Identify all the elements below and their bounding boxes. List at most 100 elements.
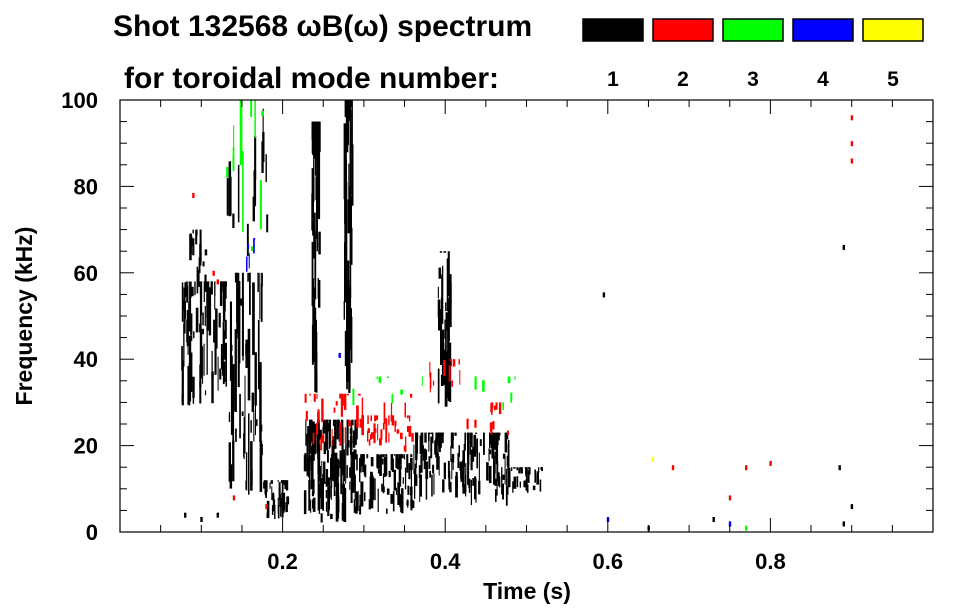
spectral-mark xyxy=(281,480,284,493)
spectral-mark xyxy=(386,488,390,495)
spectral-mark xyxy=(346,419,348,424)
spectral-point xyxy=(850,141,854,147)
spectral-mark xyxy=(384,466,387,477)
spectral-mark xyxy=(474,376,477,390)
spectral-mark xyxy=(483,432,485,455)
spectral-mark xyxy=(353,455,355,473)
chart-title-line2: for toroidal mode number: xyxy=(124,62,499,95)
spectral-mark xyxy=(470,449,473,471)
spectral-mark xyxy=(281,503,284,518)
spectral-mark xyxy=(314,319,317,392)
spectral-mark xyxy=(433,473,435,495)
spectral-mark xyxy=(280,501,282,517)
spectral-mark xyxy=(203,343,205,376)
legend-label-3: 3 xyxy=(747,68,759,91)
spectral-mark xyxy=(516,476,519,488)
axes: 0 20 40 60 80 100 0.2 0.4 0.6 0.8 xyxy=(61,88,934,574)
spectral-mark xyxy=(440,317,442,361)
spectral-mark xyxy=(391,393,394,404)
spectral-mark xyxy=(436,452,439,470)
spectral-mark xyxy=(206,327,208,375)
spectral-mark xyxy=(259,272,261,320)
spectral-mark xyxy=(349,222,352,298)
spectral-mark xyxy=(259,362,262,443)
spectral-mark xyxy=(224,281,226,297)
spectral-mark xyxy=(248,253,250,269)
spectral-mark xyxy=(457,453,460,469)
spectral-mark xyxy=(467,449,470,459)
spectral-mark xyxy=(406,500,409,506)
spectral-point xyxy=(850,158,854,164)
spectral-mark xyxy=(408,463,411,480)
spectral-mark xyxy=(505,486,508,506)
spectral-mark xyxy=(201,328,204,335)
spectral-mark xyxy=(349,435,353,455)
spectral-mark xyxy=(344,427,346,444)
spectral-mark xyxy=(478,452,480,481)
spectral-mark xyxy=(460,462,464,482)
spectral-mark xyxy=(367,431,369,442)
spectral-mark xyxy=(534,469,536,483)
spectral-mark xyxy=(229,301,232,381)
spectral-mark xyxy=(438,267,442,279)
spectral-mark xyxy=(348,419,351,427)
spectral-mark xyxy=(313,127,315,202)
spectral-mark xyxy=(448,365,451,382)
spectral-mark xyxy=(391,415,395,426)
spectral-mark xyxy=(374,415,377,422)
spectral-mark xyxy=(407,485,410,495)
spectral-mark xyxy=(327,450,329,463)
spectral-mark xyxy=(514,376,516,380)
spectral-mark xyxy=(221,281,223,303)
spectral-mark xyxy=(312,499,314,509)
spectral-mark xyxy=(429,470,431,478)
spectral-mark xyxy=(314,307,317,329)
spectral-mark xyxy=(428,434,430,452)
spectral-mark xyxy=(429,372,432,389)
spectral-mark xyxy=(303,454,307,472)
spectral-mark xyxy=(346,292,349,382)
spectral-mark xyxy=(519,467,522,470)
spectral-mark xyxy=(222,366,225,385)
spectral-mark xyxy=(338,419,340,442)
spectral-mark xyxy=(450,445,452,462)
spectral-mark xyxy=(192,229,194,234)
spectral-mark xyxy=(400,466,402,487)
spectral-mark xyxy=(439,432,442,448)
spectral-mark xyxy=(194,281,196,296)
spectral-point xyxy=(728,521,732,527)
spectral-mark xyxy=(257,319,260,390)
spectral-mark xyxy=(312,278,315,298)
spectral-mark xyxy=(195,229,198,245)
spectral-mark xyxy=(200,245,202,262)
spectral-mark xyxy=(430,436,433,459)
spectral-mark xyxy=(239,298,243,306)
spectral-mark xyxy=(445,329,447,372)
spectral-mark xyxy=(492,421,495,430)
spectral-point xyxy=(842,521,845,527)
spectral-mark xyxy=(419,474,422,497)
spectral-mark xyxy=(335,490,339,522)
spectral-mark xyxy=(377,488,379,512)
legend-swatch-3 xyxy=(722,18,784,42)
spectral-mark xyxy=(442,479,445,493)
spectral-mark xyxy=(452,359,456,367)
spectral-mark xyxy=(230,344,233,351)
spectral-mark xyxy=(232,154,234,170)
spectral-mark xyxy=(313,121,316,153)
spectral-mark xyxy=(475,432,477,435)
spectral-mark xyxy=(352,419,354,426)
spectral-mark xyxy=(445,302,447,312)
y-tick-label: 0 xyxy=(86,520,98,545)
spectral-mark xyxy=(341,503,343,521)
spectral-mark xyxy=(370,415,372,421)
spectral-mark xyxy=(346,393,350,396)
spectral-mark xyxy=(277,497,279,514)
spectral-mark xyxy=(467,432,470,450)
spectral-mark xyxy=(419,478,421,502)
spectral-mark xyxy=(255,378,256,436)
spectral-point xyxy=(712,517,715,522)
spectral-mark xyxy=(226,178,229,216)
spectral-mark xyxy=(246,223,249,257)
spectral-mark xyxy=(343,301,345,320)
